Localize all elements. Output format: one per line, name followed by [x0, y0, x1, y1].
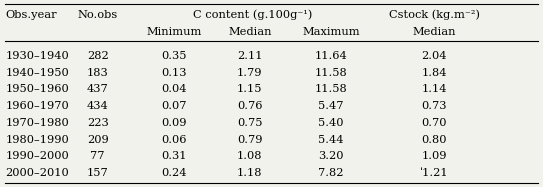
Text: 7.82: 7.82: [319, 168, 344, 178]
Text: 1950–1960: 1950–1960: [5, 84, 69, 94]
Text: Median: Median: [413, 27, 456, 36]
Text: 1.79: 1.79: [237, 68, 262, 78]
Text: 1.08: 1.08: [237, 151, 262, 161]
Text: 0.13: 0.13: [161, 68, 186, 78]
Text: 1.14: 1.14: [422, 84, 447, 94]
Text: 1.15: 1.15: [237, 84, 262, 94]
Text: 0.07: 0.07: [161, 101, 186, 111]
Text: 0.24: 0.24: [161, 168, 186, 178]
Text: 0.79: 0.79: [237, 134, 262, 145]
Text: 157: 157: [87, 168, 109, 178]
Text: 1980–1990: 1980–1990: [5, 134, 69, 145]
Text: 77: 77: [91, 151, 105, 161]
Text: Median: Median: [228, 27, 272, 36]
Text: 0.35: 0.35: [161, 51, 186, 61]
Text: 0.06: 0.06: [161, 134, 186, 145]
Text: Minimum: Minimum: [146, 27, 201, 36]
Text: 5.44: 5.44: [319, 134, 344, 145]
Text: Cstock (kg.m⁻²): Cstock (kg.m⁻²): [389, 10, 480, 20]
Text: 1.84: 1.84: [422, 68, 447, 78]
Text: 1990–2000: 1990–2000: [5, 151, 69, 161]
Text: 209: 209: [87, 134, 109, 145]
Text: 1960–1970: 1960–1970: [5, 101, 69, 111]
Text: 0.31: 0.31: [161, 151, 186, 161]
Text: 0.09: 0.09: [161, 118, 186, 128]
Text: 434: 434: [87, 101, 109, 111]
Text: 0.76: 0.76: [237, 101, 262, 111]
Text: 1930–1940: 1930–1940: [5, 51, 69, 61]
Text: 5.40: 5.40: [319, 118, 344, 128]
Text: 0.73: 0.73: [422, 101, 447, 111]
Text: 437: 437: [87, 84, 109, 94]
Text: 2.11: 2.11: [237, 51, 262, 61]
Text: ˈ1.21: ˈ1.21: [420, 168, 449, 178]
Text: 11.58: 11.58: [315, 84, 348, 94]
Text: 0.70: 0.70: [422, 118, 447, 128]
Text: 183: 183: [87, 68, 109, 78]
Text: 0.04: 0.04: [161, 84, 186, 94]
Text: 1.18: 1.18: [237, 168, 262, 178]
Text: 11.58: 11.58: [315, 68, 348, 78]
Text: 11.64: 11.64: [315, 51, 348, 61]
Text: 0.80: 0.80: [422, 134, 447, 145]
Text: C content (g.100g⁻¹): C content (g.100g⁻¹): [193, 10, 312, 20]
Text: 5.47: 5.47: [319, 101, 344, 111]
Text: 1970–1980: 1970–1980: [5, 118, 69, 128]
Text: No.obs: No.obs: [78, 10, 118, 20]
Text: 282: 282: [87, 51, 109, 61]
Text: 3.20: 3.20: [319, 151, 344, 161]
Text: 1.09: 1.09: [422, 151, 447, 161]
Text: Obs.year: Obs.year: [5, 10, 57, 20]
Text: 1940–1950: 1940–1950: [5, 68, 69, 78]
Text: 2.04: 2.04: [422, 51, 447, 61]
Text: 223: 223: [87, 118, 109, 128]
Text: 0.75: 0.75: [237, 118, 262, 128]
Text: Maximum: Maximum: [302, 27, 360, 36]
Text: 2000–2010: 2000–2010: [5, 168, 69, 178]
